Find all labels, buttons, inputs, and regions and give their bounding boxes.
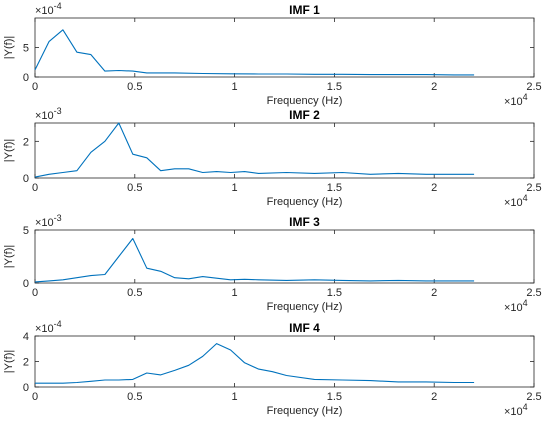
x-axis-label: Frequency (Hz): [267, 95, 343, 107]
imf-panel-4: 0 0.5 1 1.5 2 2.5 0 2 4 IMF 4 Frequency (Hz) |Y(f)|: [3, 321, 542, 417]
x-axis-label: Frequency (Hz): [267, 405, 343, 417]
x-exponent: ×104: [504, 193, 528, 209]
x-exponent: ×104: [504, 402, 528, 418]
x-tick-label: 1: [232, 182, 238, 194]
x-tick-label: 2: [431, 287, 437, 299]
y-axis-label: |Y(f)|: [3, 36, 15, 59]
series-line: [34, 237, 475, 283]
plot-area-box: [34, 335, 535, 388]
panel-title: IMF 1: [289, 3, 320, 17]
y-tick-label: 5: [23, 43, 29, 55]
x-tick-label: 1.5: [327, 287, 342, 299]
x-tick-label: 2: [431, 182, 437, 194]
x-tick-label: 2.5: [526, 182, 541, 194]
plot-area-box: [34, 17, 535, 78]
y-tick-label: 0: [23, 382, 29, 394]
y-tick-label: 0: [23, 173, 29, 185]
x-tick-label: 2.5: [526, 81, 541, 93]
y-tick-label: 4: [23, 331, 29, 343]
y-exponent: ×10-3: [35, 106, 62, 122]
x-tick-label: 0: [32, 182, 38, 194]
x-tick-label: 0.5: [127, 391, 142, 403]
x-tick-label: 1: [232, 287, 238, 299]
panel-title: IMF 2: [289, 108, 320, 122]
y-axis-label: |Y(f)|: [3, 245, 15, 268]
plot-area-box: [34, 122, 535, 179]
y-exponent: ×10-4: [35, 319, 62, 335]
y-tick-label: 0: [23, 72, 29, 84]
x-tick-label: 1: [232, 391, 238, 403]
x-tick-label: 2.5: [526, 391, 541, 403]
x-tick-label: 0: [32, 287, 38, 299]
x-axis-label: Frequency (Hz): [267, 196, 343, 208]
series-line: [35, 343, 475, 384]
x-tick-label: 2: [431, 391, 437, 403]
x-tick-label: 0.5: [127, 81, 142, 93]
y-tick-label: 2: [23, 136, 29, 148]
x-tick-label: 0.5: [127, 182, 142, 194]
y-tick-label: 2: [23, 357, 29, 369]
y-exponent: ×10-4: [35, 1, 62, 17]
panel-title: IMF 3: [289, 215, 320, 229]
y-tick-label: 0: [23, 278, 29, 290]
x-exponent: ×104: [504, 92, 528, 108]
plot-area-box: [34, 229, 535, 284]
imf-panel-2: 0 0.5 1 1.5 2 2.5 0 2 IMF 2 Frequency (Hz) |Y(f)|: [3, 108, 542, 208]
x-axis-label: Frequency (Hz): [267, 301, 343, 313]
x-tick-label: 1: [232, 81, 238, 93]
x-tick-label: 2.5: [526, 287, 541, 299]
x-tick-label: 1.5: [327, 81, 342, 93]
x-tick-label: 1.5: [327, 391, 342, 403]
imf-panel-3: 0 0.5 1 1.5 2 2.5 0 5 IMF 3 Frequency (Hz) |Y(f)|: [3, 215, 542, 313]
imf-panel-1: 0 0.5 1 1.5 2 2.5 0 5 IMF 1 Frequency (Hz) |Y(f)|: [3, 3, 542, 107]
x-tick-label: 0.5: [127, 287, 142, 299]
y-tick-label: 5: [23, 225, 29, 237]
x-tick-label: 2: [431, 81, 437, 93]
y-axis-label: |Y(f)|: [3, 350, 15, 373]
y-exponent: ×10-3: [35, 213, 62, 229]
panel-title: IMF 4: [289, 321, 320, 335]
x-tick-label: 1.5: [327, 182, 342, 194]
x-exponent: ×104: [504, 298, 528, 314]
series-line: [34, 29, 475, 76]
y-axis-label: |Y(f)|: [3, 139, 15, 162]
x-tick-label: 0: [32, 81, 38, 93]
x-tick-label: 0: [32, 391, 38, 403]
series-line: [34, 122, 475, 178]
